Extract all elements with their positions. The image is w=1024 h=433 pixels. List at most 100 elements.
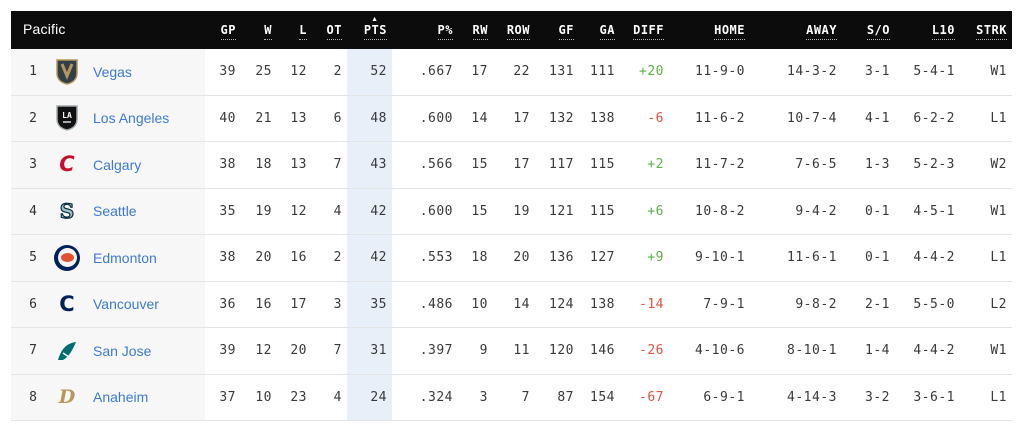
- column-header-w[interactable]: W: [241, 11, 277, 49]
- column-header-l10[interactable]: L10: [895, 11, 960, 49]
- column-header-l[interactable]: L: [277, 11, 312, 49]
- stat-ga: 115: [579, 141, 620, 189]
- stat-ot: 6: [312, 95, 347, 142]
- calgary-logo-icon[interactable]: C: [59, 152, 75, 177]
- stat-pct: .566: [392, 141, 458, 189]
- stat-rw: 9: [458, 327, 493, 375]
- column-header-pts[interactable]: ▲ PTS: [347, 11, 392, 49]
- stat-ga: 127: [579, 234, 620, 282]
- team-row-san-jose: 7 San Jose 39 12 20 7 31 .397 9 11 120 1…: [11, 327, 1012, 375]
- stat-l10: 4-4-2: [895, 234, 960, 282]
- stat-row: 7: [493, 374, 535, 421]
- stat-pct: .667: [392, 49, 458, 96]
- stat-rw: 3: [458, 374, 493, 421]
- stat-ga: 115: [579, 188, 620, 235]
- column-header-strk[interactable]: STRK: [960, 11, 1012, 49]
- stat-strk: L1: [960, 95, 1012, 142]
- stat-home: 4-10-6: [669, 327, 750, 375]
- column-header-gf[interactable]: GF: [535, 11, 579, 49]
- team-cell: 3 C Calgary: [11, 141, 205, 189]
- column-header-home[interactable]: HOME: [669, 11, 750, 49]
- stat-l: 23: [277, 374, 312, 421]
- team-row-los-angeles: 2 LA Los Angeles 40 21 13 6 48 .600 14 1…: [11, 95, 1012, 142]
- team-cell: 4 S Seattle: [11, 188, 205, 235]
- column-header-ga[interactable]: GA: [579, 11, 620, 49]
- stat-l: 16: [277, 234, 312, 282]
- stat-diff: -67: [620, 374, 669, 421]
- stat-strk: W1: [960, 188, 1012, 235]
- stat-rw: 17: [458, 49, 493, 96]
- stat-row: 14: [493, 281, 535, 328]
- stat-away: 10-7-4: [750, 95, 842, 142]
- stat-ot: 3: [312, 281, 347, 328]
- stat-pts: 48: [347, 95, 392, 142]
- stat-pts: 43: [347, 141, 392, 189]
- stat-away: 9-8-2: [750, 281, 842, 328]
- rank-label: 4: [29, 203, 37, 219]
- column-header-gf-label: GF: [558, 23, 574, 40]
- team-link-edmonton[interactable]: Edmonton: [93, 249, 157, 266]
- column-header-row-label: ROW: [506, 23, 530, 40]
- stat-pts: 42: [347, 234, 392, 282]
- column-header-so[interactable]: S/O: [842, 11, 895, 49]
- stat-rw: 10: [458, 281, 493, 328]
- column-header-home-label: HOME: [714, 23, 745, 40]
- stat-diff: -26: [620, 327, 669, 375]
- anaheim-logo-icon[interactable]: D: [58, 385, 76, 408]
- stat-strk: W1: [960, 327, 1012, 375]
- team-link-san-jose[interactable]: San Jose: [93, 342, 152, 359]
- stat-row: 19: [493, 188, 535, 235]
- column-header-pct[interactable]: P%: [392, 11, 458, 49]
- stat-rw: 15: [458, 188, 493, 235]
- los-angeles-logo-icon[interactable]: LA: [53, 104, 81, 132]
- rank-label: 5: [29, 250, 37, 266]
- stat-l: 13: [277, 141, 312, 189]
- column-header-pts-label: PTS: [363, 23, 387, 40]
- team-cell: 2 LA Los Angeles: [11, 95, 205, 142]
- stat-strk: W2: [960, 141, 1012, 189]
- seattle-logo-icon[interactable]: S: [59, 199, 75, 224]
- stat-ot: 2: [312, 234, 347, 282]
- stat-gf: 117: [535, 141, 579, 189]
- column-header-diff[interactable]: DIFF: [620, 11, 669, 49]
- column-header-gp[interactable]: GP: [205, 11, 241, 49]
- team-link-vegas[interactable]: Vegas: [93, 63, 132, 80]
- vegas-logo-icon[interactable]: [53, 58, 81, 86]
- team-link-calgary[interactable]: Calgary: [93, 156, 142, 173]
- column-header-rw[interactable]: RW: [458, 11, 493, 49]
- vancouver-logo-icon[interactable]: C: [59, 291, 75, 316]
- team-link-anaheim[interactable]: Anaheim: [93, 389, 149, 406]
- stat-home: 11-9-0: [669, 49, 750, 96]
- column-header-ot[interactable]: OT: [312, 11, 347, 49]
- stat-ga: 111: [579, 49, 620, 96]
- stat-rw: 15: [458, 141, 493, 189]
- stat-l: 20: [277, 327, 312, 375]
- san-jose-logo-icon[interactable]: [53, 337, 81, 365]
- stat-away: 14-3-2: [750, 49, 842, 96]
- stat-so: 1-4: [842, 327, 895, 375]
- team-link-los-angeles[interactable]: Los Angeles: [93, 110, 170, 127]
- team-link-vancouver[interactable]: Vancouver: [93, 296, 159, 313]
- edmonton-logo-icon[interactable]: [53, 244, 81, 272]
- column-header-row[interactable]: ROW: [493, 11, 535, 49]
- stat-pts: 24: [347, 374, 392, 421]
- team-link-seattle[interactable]: Seattle: [93, 203, 137, 220]
- stat-l10: 5-2-3: [895, 141, 960, 189]
- rank-label: 2: [29, 110, 37, 126]
- stat-gp: 39: [205, 327, 241, 375]
- stat-gf: 121: [535, 188, 579, 235]
- column-header-ga-label: GA: [599, 23, 615, 40]
- stat-pct: .553: [392, 234, 458, 282]
- division-label: Pacific: [23, 21, 66, 37]
- team-row-edmonton: 5 Edmonton 38 20 16 2 42 .553 18 20 136 …: [11, 234, 1012, 282]
- column-header-away[interactable]: AWAY: [750, 11, 842, 49]
- stat-pct: .324: [392, 374, 458, 421]
- header-row: Pacific GP W L OT ▲ PTS P% RW ROW GF GA D…: [11, 11, 1012, 49]
- column-header-ot-label: OT: [326, 23, 342, 40]
- rank-label: 6: [29, 296, 37, 312]
- stat-so: 4-1: [842, 95, 895, 142]
- stat-strk: L1: [960, 374, 1012, 421]
- stat-home: 11-6-2: [669, 95, 750, 142]
- rank-label: 7: [29, 343, 37, 359]
- stat-home: 7-9-1: [669, 281, 750, 328]
